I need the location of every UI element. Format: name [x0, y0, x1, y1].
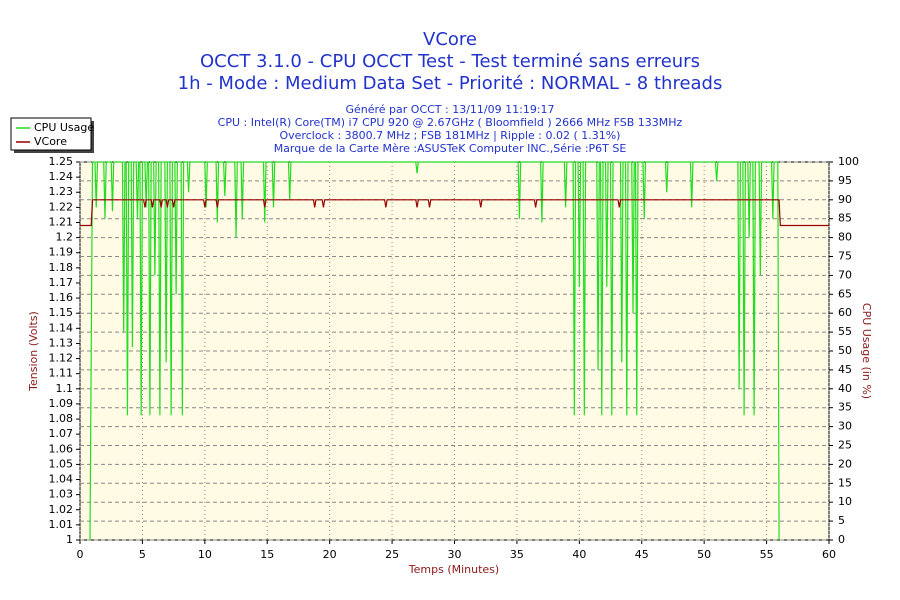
y2-tick-label: 45 [838, 363, 852, 376]
y2-tick-label: 65 [838, 287, 852, 300]
y-tick-label: 1.03 [49, 488, 74, 501]
x-tick-label: 35 [510, 548, 524, 561]
info-line: Marque de la Carte Mère :ASUSTeK Compute… [274, 142, 627, 155]
y-tick-label: 1.25 [49, 155, 74, 168]
y2-tick-label: 85 [838, 212, 852, 225]
y-tick-label: 1.12 [49, 352, 74, 365]
chart-title: VCore [423, 29, 477, 50]
axes: 0 5 10 15 20 25 30 35 40 45 50 55 6011.011.021.031.0… [49, 155, 860, 561]
y2-tick-label: 15 [838, 476, 852, 489]
info-line: Overclock : 3800.7 MHz ; FSB 181MHz | Ri… [280, 129, 621, 142]
y-tick-label: 1.02 [49, 503, 74, 516]
y-tick-label: 1.17 [49, 276, 74, 289]
y2-tick-label: 70 [838, 268, 852, 281]
y2-tick-label: 50 [838, 344, 852, 357]
y-tick-label: 1.19 [49, 246, 74, 259]
y2-tick-label: 75 [838, 250, 852, 263]
chart-subtitle: OCCT 3.1.0 - CPU OCCT Test - Test termin… [200, 51, 700, 72]
y-tick-label: 1.04 [49, 473, 74, 486]
series-line [89, 161, 780, 541]
y2-tick-label: 0 [838, 533, 845, 546]
y-tick-label: 1.05 [49, 457, 74, 470]
legend-label: VCore [34, 135, 67, 148]
y2-tick-label: 80 [838, 231, 852, 244]
x-tick-label: 30 [448, 548, 462, 561]
y-tick-label: 1.06 [49, 442, 74, 455]
y-tick-label: 1.13 [49, 336, 74, 349]
x-tick-label: 5 [139, 548, 146, 561]
y-tick-label: 1.18 [49, 261, 74, 274]
x-axis-label: Temps (Minutes) [408, 563, 499, 576]
y-tick-label: 1.23 [49, 185, 74, 198]
y-tick-label: 1.22 [49, 200, 74, 213]
y2-tick-label: 40 [838, 382, 852, 395]
y-tick-label: 1 [66, 533, 73, 546]
info-line: CPU : Intel(R) Core(TM) i7 CPU 920 @ 2.6… [218, 116, 683, 129]
x-tick-label: 55 [760, 548, 774, 561]
y-tick-label: 1.14 [49, 321, 74, 334]
y-tick-label: 1.24 [49, 170, 74, 183]
y2-tick-label: 5 [838, 514, 845, 527]
y2-tick-label: 95 [838, 174, 852, 187]
y2-axis-label: CPU Usage (in %) [860, 303, 873, 399]
y2-tick-label: 60 [838, 306, 852, 319]
y2-tick-label: 90 [838, 193, 852, 206]
x-tick-label: 50 [697, 548, 711, 561]
info-line: Généré par OCCT : 13/11/09 11:19:17 [345, 103, 554, 116]
x-tick-label: 20 [323, 548, 337, 561]
y-tick-label: 1.2 [56, 231, 74, 244]
y2-tick-label: 55 [838, 325, 852, 338]
x-tick-label: 25 [385, 548, 399, 561]
y-tick-label: 1.08 [49, 412, 74, 425]
legend-label: CPU Usage [34, 121, 94, 134]
legend-box [10, 117, 92, 151]
y-tick-label: 1.11 [49, 367, 74, 380]
y2-tick-label: 10 [838, 495, 852, 508]
y-tick-label: 1.16 [49, 291, 74, 304]
x-tick-label: 0 [77, 548, 84, 561]
y2-tick-label: 35 [838, 401, 852, 414]
y2-tick-label: 100 [838, 155, 859, 168]
y-tick-label: 1.01 [49, 518, 74, 531]
y2-tick-label: 25 [838, 439, 852, 452]
y-axis-label: Tension (Volts) [27, 311, 40, 392]
y-tick-label: 1.09 [49, 397, 74, 410]
y-tick-label: 1.15 [49, 306, 74, 319]
chart-subtitle: 1h - Mode : Medium Data Set - Priorité :… [178, 73, 723, 94]
x-tick-label: 45 [635, 548, 649, 561]
series-line [80, 199, 829, 227]
y-tick-label: 1.07 [49, 427, 74, 440]
x-tick-label: 10 [198, 548, 212, 561]
y-tick-label: 1.1 [56, 382, 74, 395]
x-tick-label: 40 [572, 548, 586, 561]
y2-tick-label: 30 [838, 420, 852, 433]
y2-tick-label: 20 [838, 457, 852, 470]
y-tick-label: 1.21 [49, 215, 74, 228]
x-tick-label: 60 [822, 548, 836, 561]
x-tick-label: 15 [260, 548, 274, 561]
